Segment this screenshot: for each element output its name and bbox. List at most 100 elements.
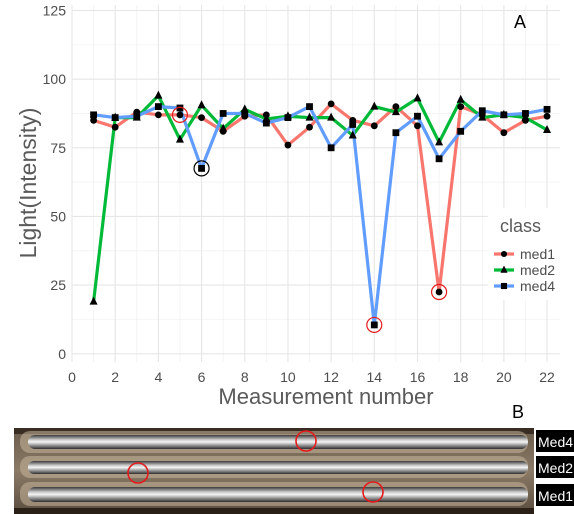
point-med4 <box>327 144 335 152</box>
point-med4 <box>500 111 508 119</box>
point-med4 <box>414 112 421 120</box>
legend-label-med2: med2 <box>520 262 555 278</box>
x-tick-label: 8 <box>241 369 249 385</box>
defect-circle-med4 <box>295 430 317 452</box>
point-med1 <box>90 116 97 124</box>
photo-label-med2: Med2 <box>538 460 573 476</box>
point-med1 <box>435 288 443 296</box>
point-med2 <box>175 134 184 143</box>
grid-lines <box>71 5 560 362</box>
point-med1 <box>198 114 205 121</box>
point-med4 <box>176 104 184 112</box>
legend-key-marker-med2 <box>500 265 508 273</box>
point-med1 <box>284 141 292 149</box>
series-lines <box>91 94 549 327</box>
y-tick-label: 75 <box>50 140 66 156</box>
point-med4 <box>522 110 529 117</box>
point-med2 <box>413 93 422 102</box>
x-tick-label: 4 <box>154 369 162 385</box>
weld-photo-drawing: Med4 Med2 Med1 <box>14 428 574 514</box>
point-med1 <box>543 112 551 120</box>
x-tick-label: 10 <box>280 369 296 385</box>
point-med4 <box>262 119 270 127</box>
x-tick-labels: 0 2 4 6 8 10 12 14 16 18 20 22 <box>68 369 555 385</box>
point-med4 <box>435 155 443 163</box>
y-tick-label: 125 <box>43 2 67 18</box>
defect-circle-med2 <box>127 462 149 484</box>
photo-label-med1: Med1 <box>538 488 573 504</box>
y-tick-label: 100 <box>43 71 67 87</box>
y-tick-label: 0 <box>58 346 66 362</box>
point-med1 <box>327 100 335 108</box>
point-med4 <box>543 105 551 113</box>
highlight-circle-med1 <box>171 106 189 123</box>
point-med4 <box>370 321 378 329</box>
point-med2 <box>478 112 487 121</box>
point-med2 <box>197 100 206 109</box>
photo-label-bg-med1 <box>536 484 574 506</box>
legend-key-marker-med1 <box>500 250 508 258</box>
point-med2 <box>348 130 357 139</box>
legend-title: class <box>500 216 541 236</box>
point-med4 <box>392 129 400 137</box>
point-med4 <box>241 110 249 117</box>
highlight-circles <box>171 106 448 334</box>
x-tick-label: 16 <box>410 369 426 385</box>
y-tick-label: 25 <box>50 277 66 293</box>
point-med4 <box>133 112 141 120</box>
plate-dark-edge-bottom <box>14 508 534 514</box>
weld-bead-photo: Med4 Med2 Med1 <box>14 428 574 514</box>
photo-label-med4: Med4 <box>538 434 573 450</box>
legend-label-med4: med4 <box>520 278 555 294</box>
point-med4 <box>284 114 292 121</box>
x-tick-label: 2 <box>111 369 119 385</box>
x-tick-label: 6 <box>198 369 206 385</box>
point-med4 <box>90 111 97 119</box>
panel-label-a: A <box>514 12 527 32</box>
point-med1 <box>370 122 378 130</box>
point-med2 <box>89 296 98 305</box>
point-med2 <box>305 112 314 121</box>
point-med2 <box>456 94 465 103</box>
point-med1 <box>392 103 400 111</box>
weld-bead-med4 <box>28 435 528 449</box>
highlight-circle-med4 <box>193 160 210 177</box>
point-med4 <box>111 114 119 121</box>
y-axis-title: Light(Intensity) <box>15 108 41 259</box>
point-med4 <box>198 164 205 172</box>
point-med2 <box>435 137 444 146</box>
point-med4 <box>306 103 313 111</box>
y-tick-label: 50 <box>50 208 66 224</box>
x-tick-label: 14 <box>367 369 383 385</box>
weld-bead-med1 <box>28 487 528 502</box>
point-med4 <box>219 110 227 117</box>
point-med4 <box>457 127 465 135</box>
highlight-circle-med4 <box>366 316 383 334</box>
point-med2 <box>391 107 400 116</box>
x-tick-label: 0 <box>68 369 76 385</box>
plot-panel-background <box>72 5 560 362</box>
point-med1 <box>414 122 421 130</box>
point-med1 <box>306 123 313 131</box>
legend-key-marker-med4 <box>500 282 508 290</box>
photo-label-bg-med2 <box>536 456 574 478</box>
point-med2 <box>543 124 552 133</box>
point-med2 <box>327 112 336 121</box>
series-line-med2 <box>91 94 549 304</box>
point-med1 <box>154 111 162 119</box>
series-line-med4 <box>91 105 549 327</box>
point-med1 <box>500 129 508 137</box>
point-med1 <box>457 103 465 111</box>
point-med2 <box>370 101 379 110</box>
x-tick-label: 12 <box>323 369 339 385</box>
series-markers <box>89 90 552 329</box>
highlight-circle-med1 <box>430 283 448 301</box>
weld-bead-med2 <box>28 461 528 474</box>
photo-label-bg-med4 <box>536 430 574 452</box>
point-med4 <box>478 107 486 115</box>
defect-circle-med1 <box>362 481 384 503</box>
point-med4 <box>154 103 162 111</box>
x-tick-label: 20 <box>496 369 512 385</box>
y-tick-labels: 0 25 50 75 100 125 <box>43 2 67 361</box>
